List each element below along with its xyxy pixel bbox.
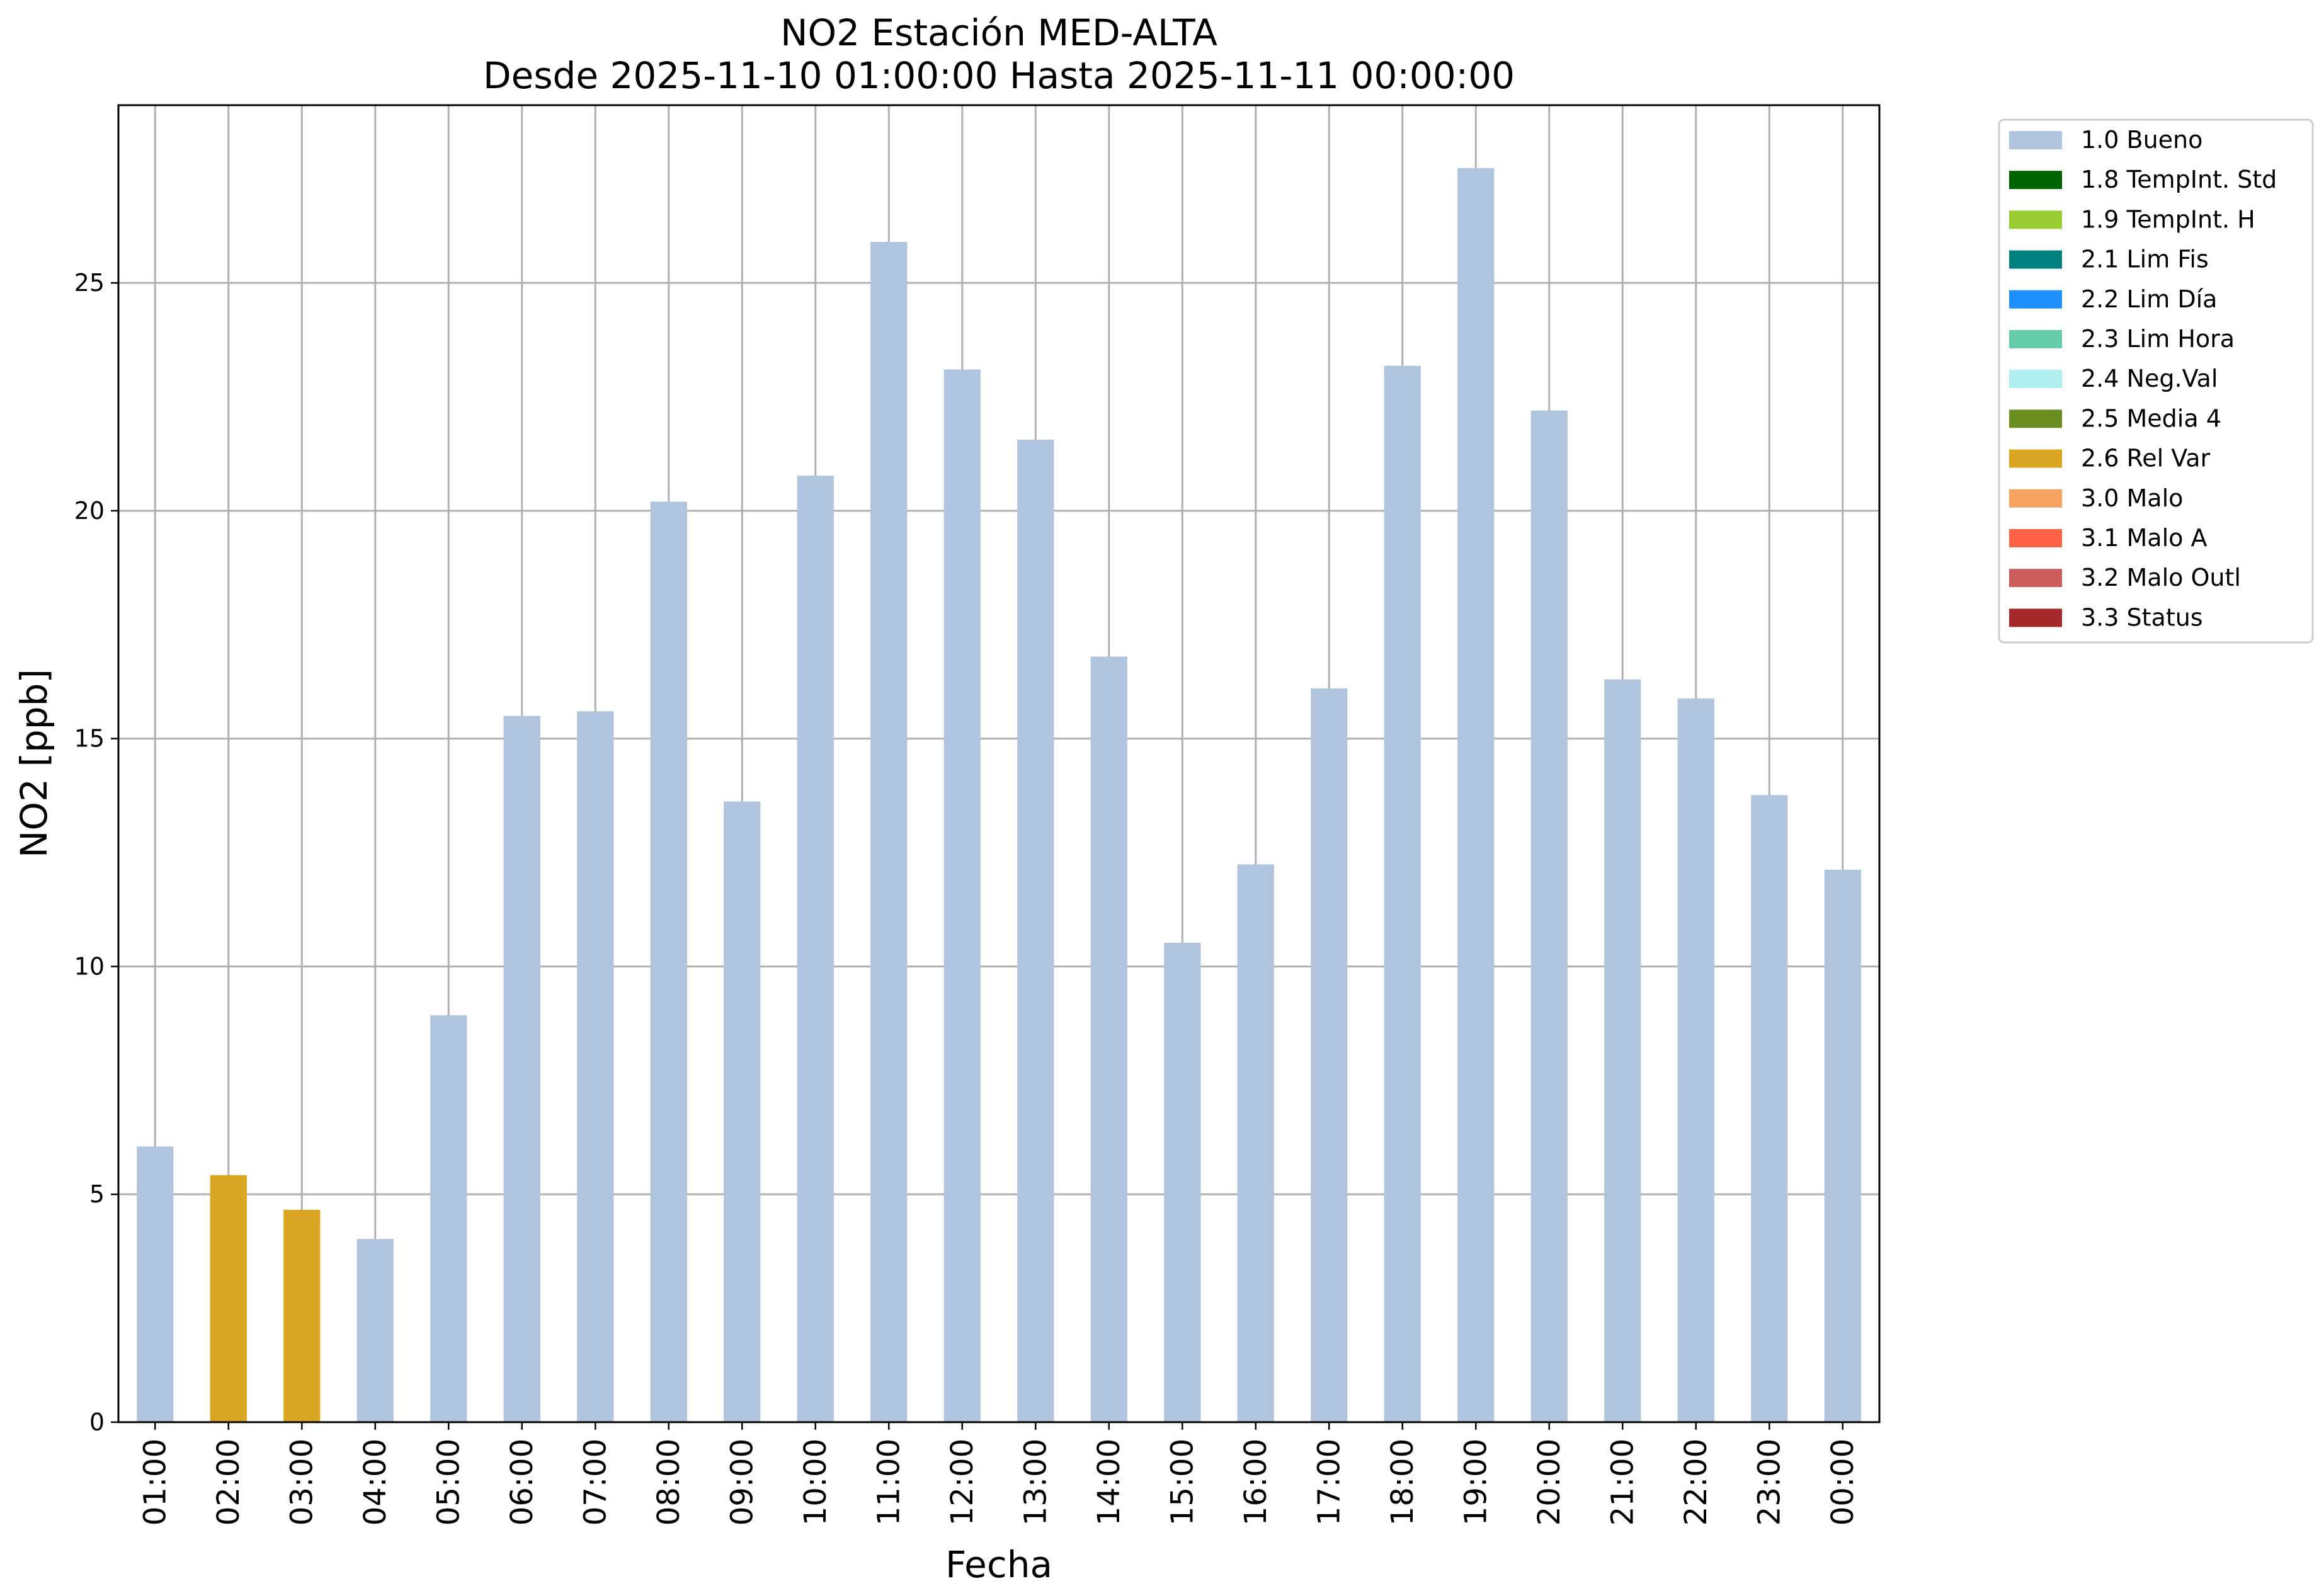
legend-label: 2.4 Neg.Val <box>2081 365 2218 392</box>
bar <box>503 715 540 1422</box>
bar <box>1017 440 1054 1423</box>
x-tick-label: 06:00 <box>504 1439 540 1525</box>
legend-label: 2.6 Rel Var <box>2081 445 2211 472</box>
legend-swatch <box>2009 131 2062 149</box>
bar <box>650 501 687 1422</box>
y-tick-label: 25 <box>74 269 105 297</box>
legend-frame <box>1998 118 2314 644</box>
bar <box>724 801 761 1422</box>
legend-swatch <box>2009 330 2062 348</box>
bar <box>1824 870 1861 1422</box>
plot-frame <box>117 104 1881 1423</box>
x-tick-label: 10:00 <box>798 1439 833 1525</box>
y-axis: 0 5 10 15 20 25 <box>74 269 118 1436</box>
chart-title: NO2 Estación MED-ALTA <box>780 11 1217 54</box>
bar <box>1237 864 1274 1422</box>
x-tick-label: 17:00 <box>1311 1439 1347 1525</box>
x-tick-label: 11:00 <box>871 1439 906 1525</box>
bar <box>283 1209 321 1422</box>
legend-label: 3.1 Malo A <box>2081 524 2207 552</box>
bar <box>1677 698 1714 1422</box>
y-tick-label: 5 <box>89 1180 105 1208</box>
bar <box>1311 688 1348 1422</box>
x-tick-label: 12:00 <box>945 1439 980 1525</box>
x-tick-label: 03:00 <box>284 1439 319 1525</box>
x-tick-label: 19:00 <box>1458 1439 1493 1525</box>
legend-label: 2.3 Lim Hora <box>2081 325 2235 353</box>
bar <box>870 242 908 1422</box>
legend-label: 3.3 Status <box>2081 603 2203 631</box>
x-tick-label: 09:00 <box>724 1439 760 1525</box>
legend-label: 1.0 Bueno <box>2081 126 2202 154</box>
y-tick-label: 0 <box>89 1408 105 1436</box>
bars <box>137 168 1861 1423</box>
x-tick-label: 08:00 <box>651 1439 687 1525</box>
bar <box>943 369 981 1423</box>
x-tick-label: 21:00 <box>1605 1439 1640 1525</box>
x-tick-label: 02:00 <box>211 1439 246 1525</box>
bar <box>356 1239 394 1422</box>
bar <box>1457 168 1495 1422</box>
legend-swatch <box>2009 210 2062 229</box>
bar <box>1530 410 1568 1423</box>
y-tick-label: 20 <box>74 497 105 525</box>
legend-label: 2.2 Lim Día <box>2081 285 2217 313</box>
x-axis-label: Fecha <box>945 1543 1052 1586</box>
x-tick-label: 23:00 <box>1752 1439 1787 1525</box>
legend-label: 1.8 TempInt. Std <box>2081 166 2277 193</box>
bar <box>430 1015 467 1422</box>
legend-swatch <box>2009 489 2062 508</box>
x-tick-label: 14:00 <box>1091 1439 1127 1525</box>
chart-subtitle: Desde 2025-11-10 01:00:00 Hasta 2025-11-… <box>483 54 1515 97</box>
legend-swatch <box>2009 171 2062 190</box>
x-tick-label: 20:00 <box>1532 1439 1567 1525</box>
legend-swatch <box>2009 370 2062 389</box>
x-tick-label: 22:00 <box>1678 1439 1714 1525</box>
legend-label: 1.9 TempInt. H <box>2081 205 2255 233</box>
legend-swatch <box>2009 529 2062 547</box>
legend: 1.0 Bueno 1.8 TempInt. Std 1.9 TempInt. H 2… <box>1998 118 2314 644</box>
bar <box>1090 656 1127 1422</box>
x-tick-label: 18:00 <box>1385 1439 1420 1525</box>
bar <box>137 1146 174 1422</box>
bar <box>1751 795 1788 1422</box>
legend-swatch <box>2009 608 2062 627</box>
x-tick-label: 05:00 <box>431 1439 466 1525</box>
bar <box>577 711 614 1422</box>
legend-swatch <box>2009 569 2062 588</box>
bar <box>1604 679 1641 1422</box>
y-tick-label: 15 <box>74 725 105 753</box>
x-axis: 01:00 02:00 03:00 04:00 05:00 06:00 07:00 08:00… <box>137 1422 1860 1525</box>
x-tick-label: 01:00 <box>137 1439 173 1525</box>
x-tick-label: 16:00 <box>1238 1439 1273 1525</box>
legend-swatch <box>2009 290 2062 309</box>
bar <box>210 1175 247 1422</box>
x-tick-label: 00:00 <box>1825 1439 1860 1525</box>
x-tick-label: 15:00 <box>1165 1439 1200 1525</box>
legend-label: 2.5 Media 4 <box>2081 404 2221 432</box>
x-tick-label: 13:00 <box>1018 1439 1053 1525</box>
legend-label: 3.2 Malo Outl <box>2081 564 2241 591</box>
legend-label: 3.0 Malo <box>2081 484 2183 512</box>
legend-swatch <box>2009 250 2062 269</box>
legend-swatch <box>2009 409 2062 428</box>
x-tick-label: 07:00 <box>578 1439 613 1525</box>
bar <box>1164 942 1201 1422</box>
x-tick-label: 04:00 <box>358 1439 393 1525</box>
bar <box>1384 365 1421 1422</box>
bar <box>797 476 834 1422</box>
legend-label: 2.1 Lim Fis <box>2081 246 2209 273</box>
y-axis-label: NO2 [ppb] <box>13 669 55 858</box>
legend-swatch <box>2009 449 2062 468</box>
y-tick-label: 10 <box>74 952 105 980</box>
